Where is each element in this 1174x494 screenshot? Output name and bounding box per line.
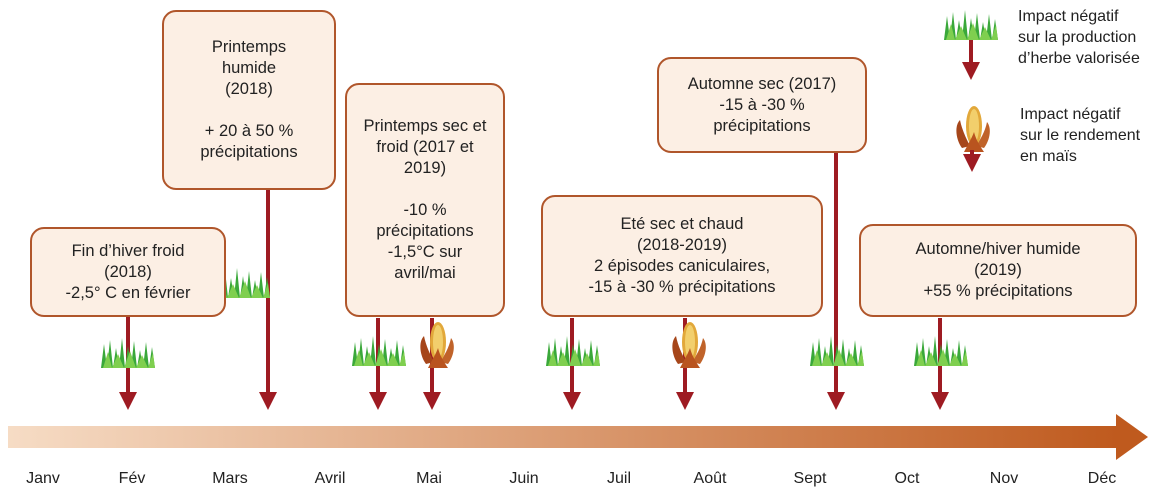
month-label: Déc	[1087, 470, 1117, 487]
text-line: froid (2017 et	[376, 138, 474, 156]
text-line: Impact négatif	[1020, 106, 1121, 123]
text-line: -15 à -30 % précipitations	[588, 278, 776, 296]
month-label: Juin	[509, 470, 539, 487]
text-line: Automne/hiver humide	[915, 240, 1081, 258]
text-line: +55 % précipitations	[923, 282, 1073, 300]
month-label: Oct	[894, 470, 920, 487]
text-line: sur la production	[1018, 29, 1137, 46]
text-line: + 20 à 50 %	[204, 122, 294, 140]
text-line: d’herbe valorisée	[1018, 50, 1140, 67]
text-line: précipitations	[200, 143, 298, 161]
text-line: -15 à -30 %	[719, 95, 805, 114]
text-line: Printemps	[211, 38, 287, 56]
box-spring-dry: Printemps sec et froid (2017 et 2019) -10 %…	[345, 83, 505, 317]
text-line: Fin d’hiver froid	[71, 241, 185, 260]
text-line: (2018)	[225, 80, 273, 98]
text-line: précipitations	[376, 222, 474, 240]
text-line: 2019)	[403, 159, 447, 177]
month-label: Août	[693, 470, 727, 487]
month-label: Avril	[314, 470, 346, 487]
text-line: humide	[221, 59, 277, 77]
text-line: précipitations	[713, 116, 811, 135]
text-line: avril/mai	[394, 264, 456, 282]
legend-grass-icon	[944, 10, 998, 80]
month-label: Mai	[416, 470, 442, 487]
text-line: Automne sec (2017)	[687, 74, 837, 93]
text-line: Impact négatif	[1018, 8, 1119, 25]
arrow-sept	[827, 150, 845, 410]
timeline-arrow	[8, 414, 1148, 460]
box-summer: Eté sec et chaud (2018-2019) 2 épisodes ca…	[541, 195, 823, 317]
text-line: -2,5° C en février	[65, 283, 191, 302]
maize-icon	[672, 322, 706, 368]
text-line: Printemps sec et	[363, 117, 487, 135]
month-label: Janv	[26, 470, 60, 487]
maize-icon	[420, 322, 454, 368]
text-line: (2019)	[974, 261, 1022, 279]
box-winter: Fin d’hiver froid (2018) -2,5° C en févrie…	[30, 227, 226, 317]
text-line: (2018-2019)	[637, 236, 727, 254]
box-spring-wet: Printemps humide (2018) + 20 à 50 % précipit…	[162, 10, 336, 190]
month-label: Mars	[212, 470, 248, 487]
legend-maize-icon	[956, 106, 990, 172]
month-label: Fév	[118, 470, 146, 487]
arrow-mars	[259, 188, 277, 410]
month-label: Sept	[793, 470, 827, 487]
text-line: 2 épisodes caniculaires,	[593, 257, 771, 275]
text-line: Eté sec et chaud	[620, 215, 744, 233]
legend-grass-text: Impact négatif sur la production d’herbe v…	[1018, 6, 1140, 69]
text-line: -10 %	[403, 201, 447, 219]
text-line: sur le rendement	[1020, 127, 1141, 144]
text-line: (2018)	[104, 262, 152, 281]
box-autumn-dry: Automne sec (2017) -15 à -30 % précipitati…	[657, 57, 867, 153]
text-line: -1,5°C sur	[387, 243, 463, 261]
text-line: en maïs	[1020, 148, 1077, 165]
month-label: Juil	[606, 470, 632, 487]
legend-maize-text: Impact négatif sur le rendement en maïs	[1020, 104, 1140, 167]
month-label: Nov	[989, 470, 1019, 487]
box-autumn-wet: Automne/hiver humide (2019) +55 % précipit…	[859, 224, 1137, 317]
